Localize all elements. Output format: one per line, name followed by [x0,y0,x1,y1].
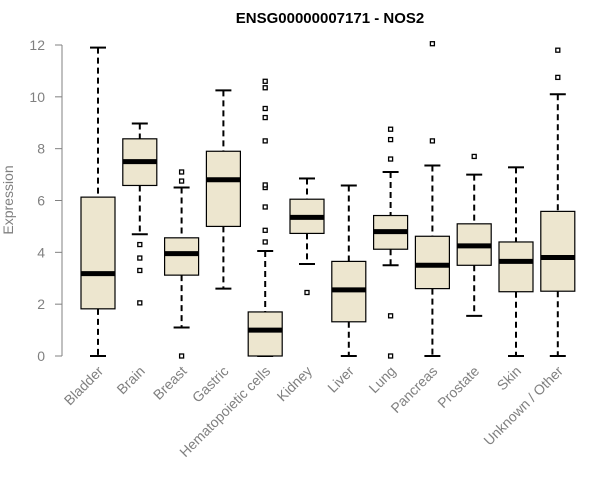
x-category-label: Unknown / Other [480,363,566,449]
outlier-point [137,241,143,248]
x-category-label: Kidney [274,363,316,405]
outlier-point [262,204,268,210]
outlier-point [137,267,143,274]
box-lung [373,126,409,359]
y-axis-label: Expression [0,165,16,234]
x-category-label: Lung [365,363,398,396]
outlier-point [262,114,268,121]
outlier-point [262,78,268,84]
outlier-point [471,153,477,160]
outlier-point [178,169,185,175]
boxes-group [80,41,576,359]
outlier-point [178,353,185,359]
y-axis: 0 2 4 6 8 10 12 [29,37,63,364]
outlier-point [262,85,268,91]
outlier-point [387,353,394,359]
chart-title: ENSG00000007171 - NOS2 [236,10,424,27]
box-pancreas [414,41,450,357]
outlier-point [137,255,143,261]
box-gastric [205,89,241,290]
y-tick-label: 4 [37,244,45,260]
y-tick-label: 2 [37,296,45,312]
outlier-point [555,74,561,81]
iqr-box [205,150,241,228]
x-category-label: Liver [324,363,357,396]
outlier-point [387,313,394,319]
outlier-point [387,126,394,132]
outlier-point [137,300,143,306]
outlier-point [429,138,436,144]
box-brain [122,122,158,306]
iqr-box [80,196,116,310]
box-kidney [289,177,325,296]
x-category-label: Brain [113,363,147,397]
x-category-label: Breast [150,363,190,403]
box-liver [331,184,367,357]
outlier-point [555,47,561,53]
outlier-point [262,227,268,233]
box-skin [498,166,534,357]
outlier-point [262,105,268,112]
iqr-box [414,235,450,290]
y-tick-label: 8 [37,141,45,157]
y-tick-label: 10 [29,89,45,105]
outlier-point [304,289,310,296]
iqr-box [498,241,534,293]
box-breast [164,169,200,359]
iqr-box [247,311,283,357]
outlier-point [178,178,185,184]
outlier-point [387,156,394,162]
box-hematopoietic-cells [247,78,283,357]
x-category-label: Prostate [434,363,482,411]
x-category-label: Bladder [61,363,107,409]
x-category-label: Skin [494,363,525,394]
y-tick-label: 0 [37,348,45,364]
y-tick-label: 6 [37,193,45,209]
iqr-box [540,210,576,292]
box-unknown-other [540,47,576,357]
iqr-box [164,237,200,276]
outlier-point [387,136,394,143]
box-prostate [456,153,492,317]
y-tick-label: 12 [29,37,45,53]
outlier-point [262,182,268,188]
box-bladder [80,46,116,357]
outlier-point [262,239,268,245]
outlier-point [429,41,436,47]
outlier-point [262,138,268,144]
